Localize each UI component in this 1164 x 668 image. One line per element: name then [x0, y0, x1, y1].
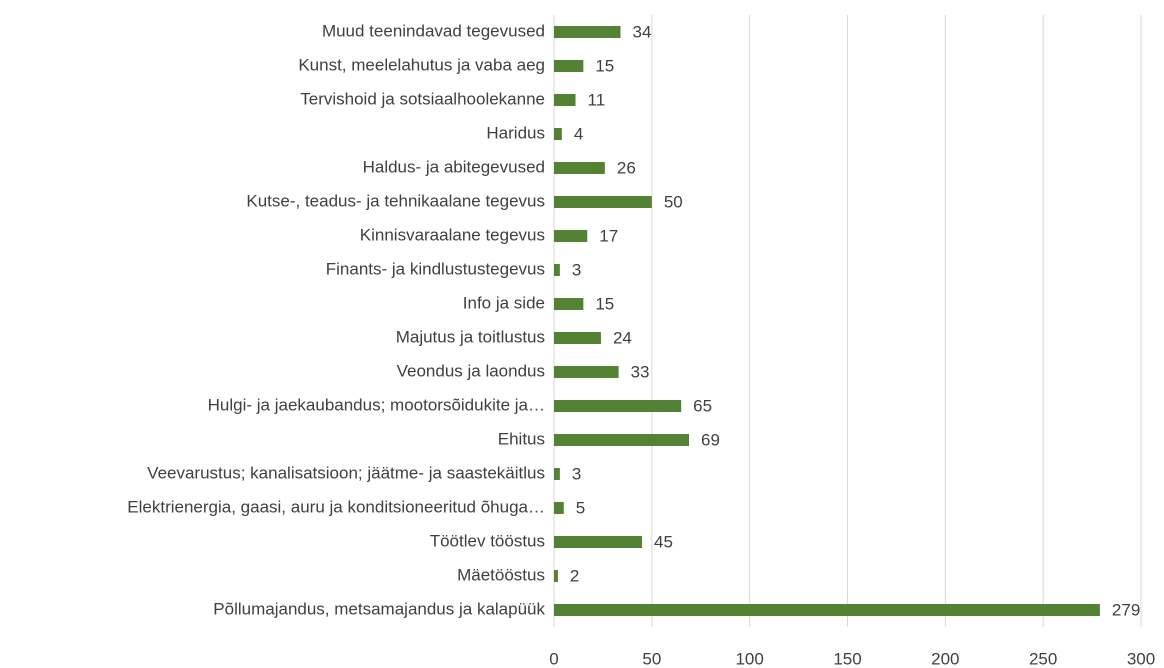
x-tick-label: 300 — [1127, 649, 1155, 668]
bar — [554, 94, 576, 106]
bar — [554, 264, 560, 276]
data-label: 34 — [633, 22, 652, 41]
x-tick-label: 50 — [642, 649, 661, 668]
y-tick-label: Põllumajandus, metsamajandus ja kalapüük — [213, 599, 545, 618]
data-label: 65 — [693, 396, 712, 415]
x-tick-label: 150 — [833, 649, 861, 668]
y-tick-label: Hulgi- ja jaekaubandus; mootorsõidukite … — [208, 395, 545, 414]
y-tick-label: Töötlev tööstus — [430, 531, 545, 550]
bar — [554, 604, 1100, 616]
bar — [554, 26, 621, 38]
bar — [554, 400, 682, 412]
x-tick-label: 200 — [931, 649, 959, 668]
bar — [554, 128, 562, 140]
data-label: 17 — [599, 226, 618, 245]
y-tick-label: Kinnisvaraalane tegevus — [360, 225, 545, 244]
data-label: 33 — [631, 362, 650, 381]
bar — [554, 468, 560, 480]
x-tick-label: 250 — [1029, 649, 1057, 668]
y-tick-label: Info ja side — [463, 293, 545, 312]
y-tick-label: Majutus ja toitlustus — [396, 327, 545, 346]
bar — [554, 230, 588, 242]
data-label: 50 — [664, 192, 683, 211]
bar — [554, 570, 558, 582]
bar — [554, 298, 584, 310]
y-tick-label: Ehitus — [498, 429, 545, 448]
y-tick-label: Mäetööstus — [457, 565, 545, 584]
bar — [554, 536, 643, 548]
bar — [554, 366, 619, 378]
data-label: 26 — [617, 158, 636, 177]
y-tick-label: Kunst, meelelahutus ja vaba aeg — [298, 55, 545, 74]
bar — [554, 502, 564, 514]
data-label: 4 — [574, 124, 583, 143]
y-tick-label: Veondus ja laondus — [397, 361, 545, 380]
y-tick-label: Elektrienergia, gaasi, auru ja konditsio… — [127, 497, 545, 516]
data-label: 3 — [572, 464, 581, 483]
x-tick-label: 0 — [549, 649, 558, 668]
bar — [554, 434, 690, 446]
bar — [554, 162, 605, 174]
data-label: 24 — [613, 328, 632, 347]
data-label: 3 — [572, 260, 581, 279]
data-label: 279 — [1112, 600, 1140, 619]
y-tick-label: Haldus- ja abitegevused — [363, 157, 545, 176]
y-tick-label: Muud teenindavad tegevused — [322, 21, 545, 40]
bar — [554, 60, 584, 72]
data-label: 15 — [595, 56, 614, 75]
data-label: 11 — [588, 90, 606, 109]
bar — [554, 332, 601, 344]
data-label: 15 — [595, 294, 614, 313]
y-tick-label: Haridus — [486, 123, 545, 142]
data-label: 45 — [654, 532, 673, 551]
data-label: 2 — [570, 566, 579, 585]
y-tick-label: Veevarustus; kanalisatsioon; jäätme- ja … — [147, 463, 545, 482]
y-tick-label: Finants- ja kindlustustegevus — [326, 259, 545, 278]
bar — [554, 196, 652, 208]
data-label: 5 — [576, 498, 585, 517]
y-tick-label: Tervishoid ja sotsiaalhoolekanne — [300, 89, 545, 108]
x-tick-label: 100 — [735, 649, 763, 668]
y-tick-label: Kutse-, teadus- ja tehnikaalane tegevus — [246, 191, 545, 210]
data-label: 69 — [701, 430, 720, 449]
